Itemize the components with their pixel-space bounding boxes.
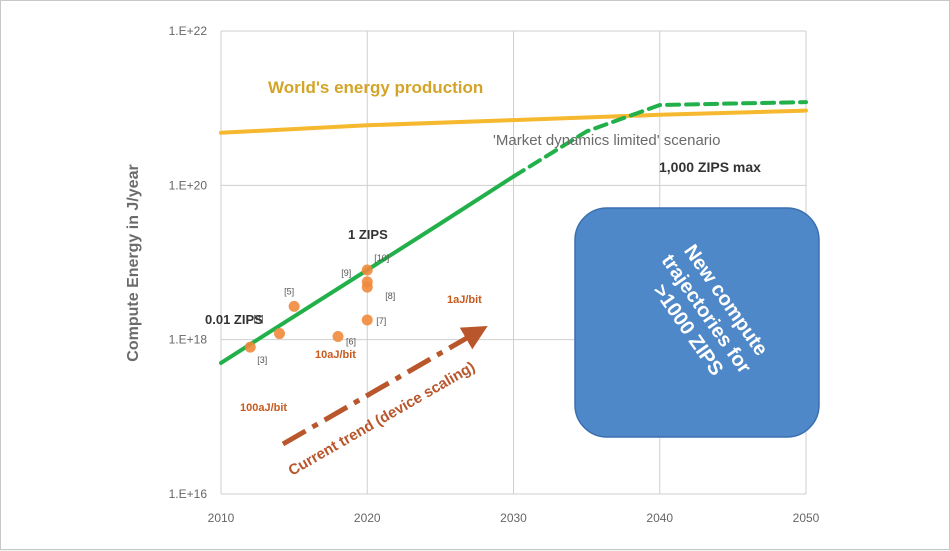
aj-100-label: 100aJ/bit [240,402,287,414]
world-energy-label: World's energy production [268,78,483,97]
data-point-label: [3] [257,355,267,365]
data-point [244,341,256,353]
data-point-label: [5] [284,286,294,296]
aj-1-label: 1aJ/bit [447,294,482,306]
y-axis-label: Compute Energy in J/year [125,164,142,361]
data-point-label: [9] [341,268,351,278]
data-point [332,330,344,342]
series-line-2 [511,100,808,179]
series-line-0 [219,108,808,135]
data-point [274,328,285,340]
trend-label: Current trend (device scaling) [286,358,479,479]
x-tick-label: 2020 [354,511,381,525]
data-point-label: [10] [374,253,389,263]
aj-10-label: 10aJ/bit [315,349,356,361]
data-point [361,314,373,326]
x-tick-label: 2040 [646,511,673,525]
y-tick-label: 1.E+16 [169,487,208,501]
data-points: [3] [4] [5] [6] [7] [8] [9] [10] [244,253,395,365]
y-tick-label: 1.E+18 [169,333,208,347]
data-point-label: [7] [376,316,386,326]
trend-arrow [281,326,488,447]
y-tick-label: 1.E+20 [169,178,208,192]
x-tick-label: 2050 [793,511,820,525]
small-zips-label: 0.01 ZIPS [205,312,263,327]
data-point [361,276,373,288]
scenario-label: 'Market dynamics limited' scenario [493,132,720,149]
x-tick-label: 2010 [208,511,235,525]
x-tick-label: 2030 [500,511,527,525]
x-tick-labels: 2010 2020 2030 2040 2050 [208,511,820,525]
zips-max-label: 1,000 ZIPS max [659,159,761,175]
y-tick-labels: 1.E+16 1.E+18 1.E+20 1.E+22 [169,24,208,501]
data-point-label: [4] [254,314,264,324]
new-compute-box [574,207,820,438]
data-point [361,264,373,276]
data-point [288,300,300,312]
data-point-label: [8] [385,291,395,301]
data-point-label: [6] [346,336,356,346]
y-tick-label: 1.E+22 [169,24,208,38]
one-zips-label: 1 ZIPS [348,227,388,242]
